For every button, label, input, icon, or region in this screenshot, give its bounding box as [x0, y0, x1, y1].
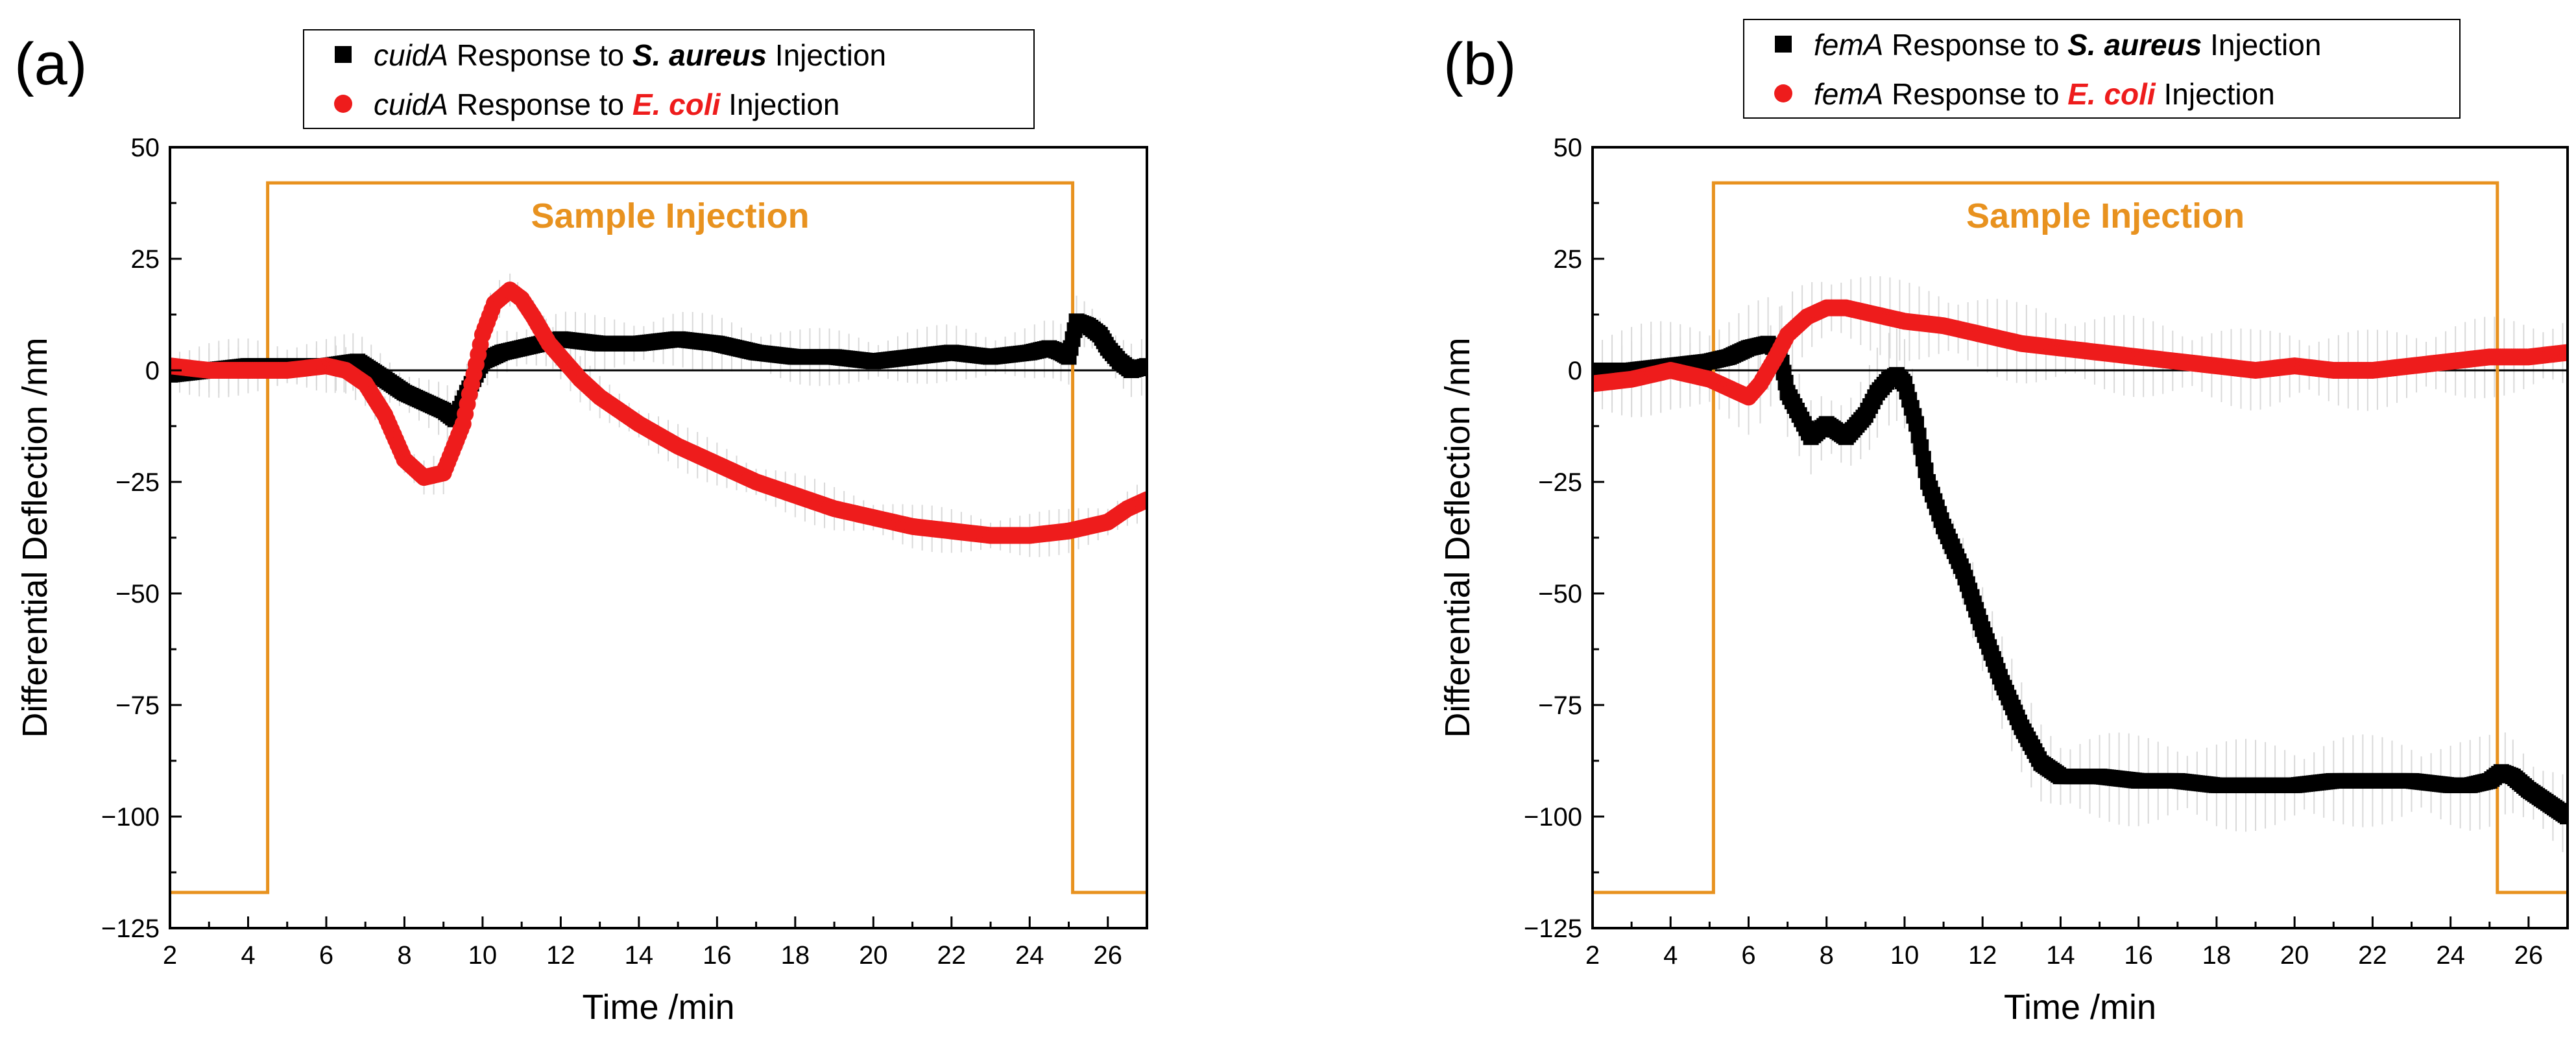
error-bars-e-coli: [170, 273, 1147, 557]
legend-organism: E. coli: [2067, 77, 2156, 111]
y-axis-label: Differential Deflection /nm: [16, 337, 54, 737]
y-tick-label: −125: [101, 915, 160, 943]
plot-area: [1593, 181, 2568, 894]
x-tick-label: 26: [2514, 941, 2544, 970]
x-tick-label: 14: [625, 941, 654, 970]
x-tick-label: 10: [468, 941, 498, 970]
x-tick-label: 10: [1890, 941, 1920, 970]
legend-entry-text: femA Response to S. aureus Injection: [1814, 28, 2321, 62]
x-tick-label: 12: [1968, 941, 1997, 970]
legend-marker-square: [335, 46, 352, 63]
x-tick-label: 20: [2280, 941, 2309, 970]
x-tick-label: 24: [2436, 941, 2465, 970]
x-tick-label: 8: [1820, 941, 1834, 970]
legend-entry-text: cuidA Response to S. aureus Injection: [374, 38, 886, 72]
series-e-coli: [1593, 299, 2568, 406]
sample-injection-label: Sample Injection: [531, 197, 810, 235]
injection-window-line: [1593, 181, 2568, 894]
legend-gene: femA: [1814, 77, 1883, 111]
y-tick-label: −25: [115, 468, 160, 497]
y-tick-label: 50: [131, 134, 160, 162]
legend-text: Injection: [2156, 77, 2275, 111]
legend-gene: cuidA: [374, 38, 448, 72]
y-axis-label: Differential Deflection /nm: [1438, 337, 1477, 737]
legend-box: [1743, 19, 2461, 119]
legend-organism: S. aureus: [2067, 28, 2202, 62]
x-tick-label: 14: [2046, 941, 2075, 970]
legend-organism: S. aureus: [632, 38, 767, 72]
x-tick-label: 4: [241, 941, 255, 970]
ticks: [1591, 146, 2569, 929]
x-tick-label: 12: [546, 941, 575, 970]
x-tick-label: 24: [1015, 941, 1044, 970]
plot-area: [170, 181, 1147, 894]
y-tick-label: −50: [115, 580, 160, 608]
legend: femA Response to S. aureus InjectionfemA…: [1743, 19, 2461, 119]
legend-marker-circle: [334, 95, 352, 113]
legend-text: Response to: [448, 88, 632, 121]
data-point: [2559, 344, 2568, 361]
legend-organism: E. coli: [632, 88, 721, 121]
legend-text: Response to: [1883, 28, 2067, 62]
y-tick-label: −25: [1538, 468, 1582, 497]
legend-text: Injection: [720, 88, 839, 121]
x-tick-label: 18: [2202, 941, 2232, 970]
panel-label: (a): [14, 31, 87, 97]
x-tick-label: 2: [163, 941, 177, 970]
ticks: [169, 146, 1148, 929]
sample-injection-label: Sample Injection: [1966, 197, 2245, 235]
data-point: [1138, 491, 1147, 508]
legend-text: Response to: [1883, 77, 2067, 111]
legend-text: Response to: [448, 38, 632, 72]
legend-gene: femA: [1814, 28, 1883, 62]
legend-entry-text: femA Response to E. coli Injection: [1814, 77, 2275, 111]
x-tick-label: 8: [397, 941, 411, 970]
legend-gene: cuidA: [374, 88, 448, 121]
x-tick-label: 22: [937, 941, 967, 970]
legend-box: [303, 29, 1035, 129]
series-s-aureus: [1593, 335, 2568, 824]
x-tick-label: 4: [1663, 941, 1678, 970]
y-tick-label: −75: [1538, 691, 1582, 720]
y-tick-label: −100: [101, 803, 160, 831]
y-tick-label: −100: [1524, 803, 1582, 831]
x-tick-label: 16: [2124, 941, 2153, 970]
data-point: [1139, 358, 1147, 374]
x-tick-label: 18: [781, 941, 810, 970]
injection-window-line: [170, 181, 1147, 894]
y-tick-label: 25: [131, 245, 160, 274]
legend-text: Injection: [767, 38, 886, 72]
x-tick-label: 6: [319, 941, 333, 970]
x-tick-label: 22: [2358, 941, 2387, 970]
plot-frame: [1591, 146, 2569, 929]
legend: cuidA Response to S. aureus Injectioncui…: [303, 29, 1035, 129]
y-tick-label: −125: [1524, 915, 1582, 943]
panel-label: (b): [1443, 31, 1516, 97]
x-tick-label: 20: [859, 941, 888, 970]
y-tick-label: −75: [115, 691, 160, 720]
x-axis-label: Time /min: [582, 988, 734, 1027]
x-tick-label: 26: [1094, 941, 1123, 970]
data-point: [2560, 809, 2568, 824]
x-axis-label: Time /min: [2004, 988, 2156, 1027]
x-tick-label: 6: [1741, 941, 1755, 970]
legend-marker-square: [1775, 36, 1792, 53]
y-tick-label: 0: [145, 357, 160, 385]
legend-marker-circle: [1774, 84, 1792, 102]
y-tick-label: 0: [1568, 357, 1582, 385]
legend-text: Injection: [2202, 28, 2321, 62]
x-tick-label: 2: [1585, 941, 1600, 970]
y-tick-label: 50: [1554, 134, 1583, 162]
series-e-coli: [170, 281, 1147, 544]
x-tick-label: 16: [703, 941, 732, 970]
legend-entry-text: cuidA Response to E. coli Injection: [374, 88, 840, 121]
y-tick-label: −50: [1538, 580, 1582, 608]
y-tick-label: 25: [1554, 245, 1583, 274]
